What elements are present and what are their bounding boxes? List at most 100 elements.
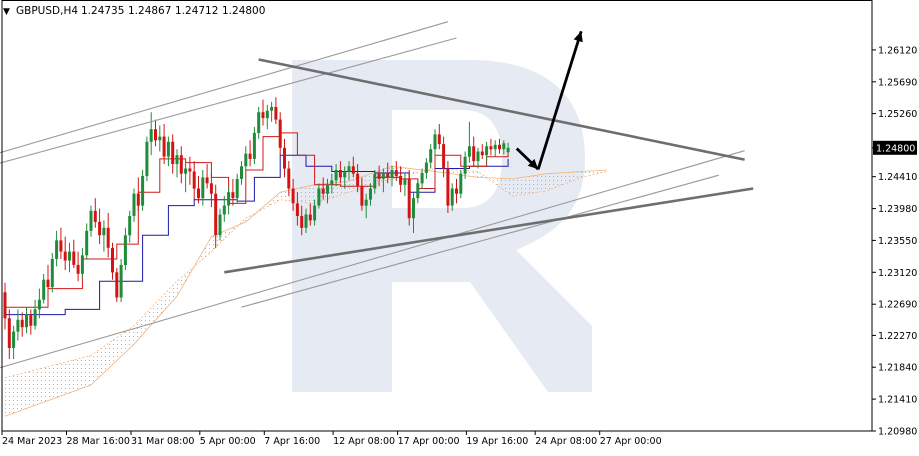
chart-header: ▼ GBPUSD,H4 1.24735 1.24867 1.24712 1.24… (3, 5, 265, 17)
candle-body (149, 129, 153, 142)
candle (326, 178, 329, 204)
forecast-arrows[interactable] (515, 30, 583, 171)
candle (356, 164, 360, 193)
candle-body (326, 184, 329, 194)
candle-body (291, 188, 295, 204)
candle (119, 259, 123, 302)
candle-body (257, 112, 261, 133)
candle-body (119, 264, 123, 298)
candle (20, 312, 24, 337)
y-tick-label: 1.23550 (878, 236, 917, 247)
trend-line-thin[interactable] (241, 174, 719, 308)
candle-body (244, 153, 248, 167)
candle (369, 183, 372, 206)
candle (171, 134, 175, 174)
candle (257, 107, 261, 139)
close-value: 1.24800 (222, 5, 265, 17)
candle-body (399, 175, 403, 185)
candle (459, 170, 463, 199)
chart-frame (1, 0, 873, 432)
candle-body (330, 180, 334, 185)
candle (188, 156, 192, 185)
candle-body (493, 144, 497, 150)
candle (351, 156, 355, 178)
time-axis[interactable]: 24 Mar 2023 28 Mar 16:00 31 Mar 08:00 5 Apr… (1, 431, 662, 447)
candle-body (321, 188, 325, 194)
symbol-label: GBPUSD,H4 (16, 5, 78, 17)
candle (76, 251, 80, 282)
candle-body (192, 171, 196, 189)
candle (55, 230, 59, 267)
candle-body (106, 227, 110, 248)
candle (433, 129, 437, 156)
x-tick-label: 27 Apr 00:00 (600, 436, 662, 447)
candle (394, 161, 398, 182)
high-value: 1.24867 (128, 5, 171, 17)
candle (300, 205, 304, 236)
candle (162, 124, 166, 165)
senkou-span-b (4, 168, 608, 378)
candle-body (343, 171, 347, 178)
candle (149, 112, 153, 156)
candle (304, 208, 308, 233)
y-tick-label: 1.23980 (878, 204, 917, 215)
candle (201, 170, 205, 206)
candle-body (63, 251, 67, 261)
candle (128, 210, 132, 243)
candle-body (89, 210, 93, 231)
candle-body (429, 149, 433, 163)
candle (111, 242, 114, 280)
candle (330, 173, 334, 194)
candle-body (364, 199, 368, 206)
candle-body (450, 188, 454, 206)
watermark-logo-shape (292, 60, 592, 392)
trend-line-thin[interactable] (0, 37, 457, 164)
candle-body (407, 178, 411, 219)
candle (102, 220, 106, 252)
candle-body (416, 183, 420, 199)
candle-body (231, 192, 235, 199)
forecast-arrow-head[interactable] (573, 31, 583, 43)
candle (386, 162, 390, 184)
trend-lines[interactable] (0, 21, 754, 369)
price-axis[interactable]: 1.26120 1.25690 1.25260 1.24410 1.23980 1.235… (872, 45, 917, 438)
candle (240, 161, 243, 185)
x-tick-label: 19 Apr 16:00 (466, 436, 528, 447)
candle (214, 184, 218, 248)
trend-line-thick[interactable] (258, 58, 745, 161)
candle (154, 119, 157, 147)
candle (63, 236, 67, 271)
trend-line-thin[interactable] (0, 150, 745, 369)
candle-body (25, 314, 28, 328)
candle-body (16, 319, 20, 332)
forecast-arrow-head[interactable] (527, 158, 539, 170)
y-tick-label: 1.24410 (878, 172, 917, 183)
candle (46, 264, 50, 291)
candle (493, 140, 497, 157)
forecast-arrow-shaft[interactable] (536, 30, 583, 170)
candle (106, 213, 110, 258)
candle (209, 173, 213, 208)
collapse-triangle-icon[interactable]: ▼ (3, 7, 10, 17)
candle-body (463, 156, 467, 174)
candle-body (7, 318, 11, 348)
candle-body (132, 193, 136, 216)
trend-line-thick[interactable] (224, 187, 754, 274)
candle-body (390, 170, 394, 178)
candle (141, 170, 145, 211)
candle-body (93, 210, 97, 222)
candle (98, 208, 102, 245)
candle-body (128, 216, 132, 236)
candle (403, 173, 407, 196)
candle-body (50, 259, 54, 288)
candle-body (222, 205, 226, 215)
candle-body (205, 177, 209, 184)
candle (412, 192, 415, 233)
candle (373, 170, 377, 194)
trend-line-thin[interactable] (0, 21, 449, 154)
candle-body (394, 170, 398, 176)
candle-body (59, 240, 63, 252)
candle-body (338, 170, 342, 178)
